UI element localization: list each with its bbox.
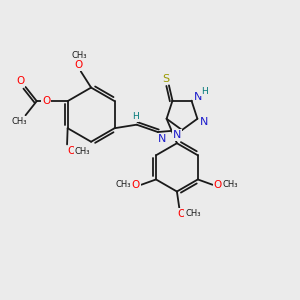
- Text: N: N: [158, 134, 166, 143]
- Text: CH₃: CH₃: [75, 147, 90, 156]
- Text: H: H: [201, 87, 208, 96]
- Text: N: N: [200, 117, 208, 127]
- Text: O: O: [214, 180, 222, 190]
- Text: O: O: [67, 146, 75, 157]
- Text: H: H: [132, 112, 139, 121]
- Text: O: O: [42, 96, 51, 106]
- Text: CH₃: CH₃: [223, 180, 238, 189]
- Text: N: N: [194, 92, 202, 102]
- Text: CH₃: CH₃: [185, 209, 201, 218]
- Text: O: O: [16, 76, 25, 86]
- Text: CH₃: CH₃: [116, 180, 131, 189]
- Text: N: N: [172, 130, 181, 140]
- Text: O: O: [132, 180, 140, 190]
- Text: CH₃: CH₃: [71, 51, 87, 60]
- Text: O: O: [178, 209, 186, 219]
- Text: O: O: [74, 60, 83, 70]
- Text: S: S: [162, 74, 169, 84]
- Text: CH₃: CH₃: [12, 117, 27, 126]
